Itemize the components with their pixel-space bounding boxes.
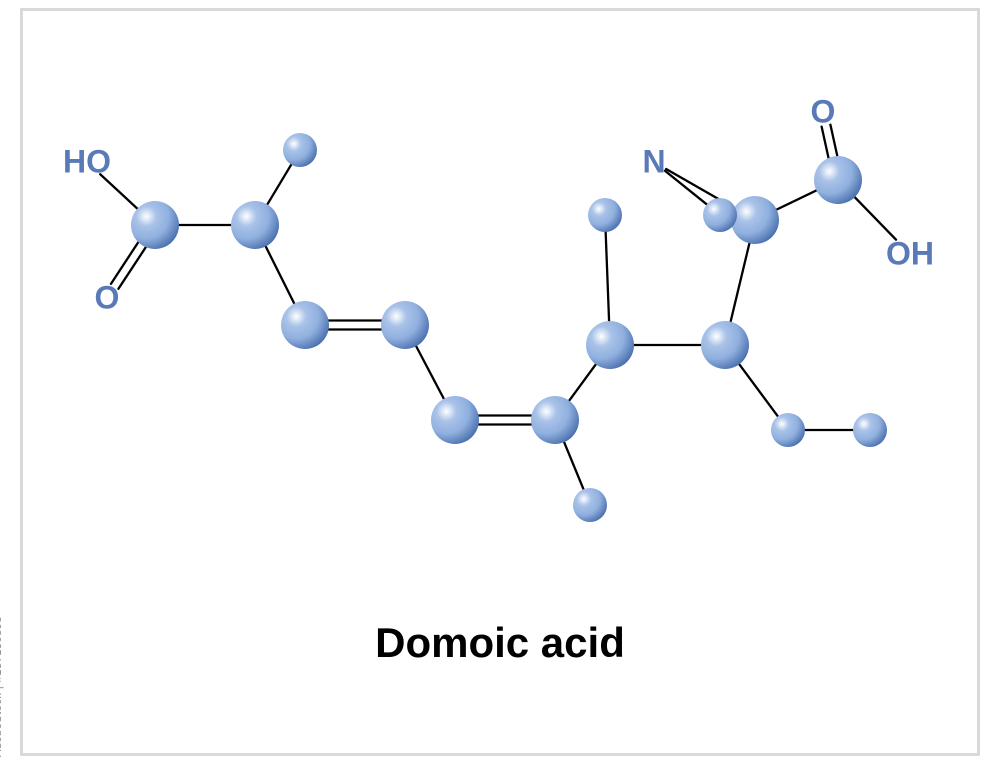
atom-label-L_OH2: OH: [886, 236, 934, 273]
atom-c5: [431, 396, 479, 444]
atom-n1: [588, 198, 622, 232]
atom-r3: [731, 196, 779, 244]
atom-r2: [701, 321, 749, 369]
diagram-canvas: AdobeStock | #157150898 HOONOOH Domoic a…: [0, 0, 1000, 765]
atom-c3: [281, 301, 329, 349]
atom-label-L_O1: O: [95, 280, 120, 317]
atom-n2: [703, 198, 737, 232]
atom-cx: [814, 156, 862, 204]
atom-c6: [531, 396, 579, 444]
atom-label-L_HO1: HO: [63, 144, 111, 181]
atom-c2: [231, 201, 279, 249]
atom-c4: [381, 301, 429, 349]
bonds-layer: [100, 125, 896, 504]
atoms-layer: [131, 133, 887, 522]
atom-m1: [283, 133, 317, 167]
atom-s2: [853, 413, 887, 447]
atom-c1: [131, 201, 179, 249]
atom-label-L_N: N: [642, 144, 665, 181]
atom-s1: [771, 413, 805, 447]
atom-r1: [586, 321, 634, 369]
atom-label-L_O2: O: [811, 94, 836, 131]
atom-m2: [573, 488, 607, 522]
molecule-title: Domoic acid: [0, 619, 1000, 667]
